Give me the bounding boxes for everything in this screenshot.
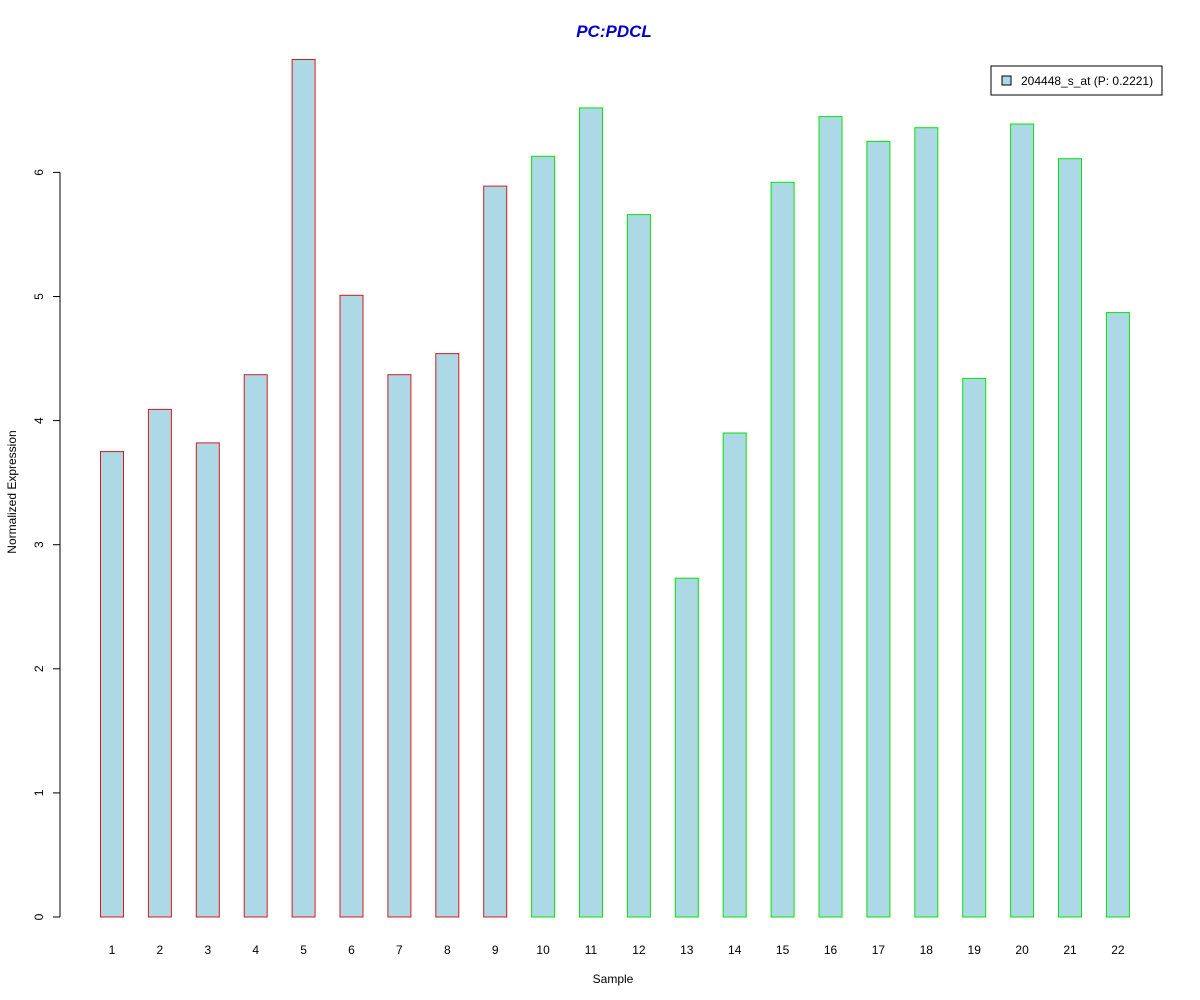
legend-swatch [1001,75,1012,86]
bar-sample-4 [243,374,268,918]
bar-sample-21 [1058,158,1082,918]
x-tick-label: 2 [157,943,164,957]
bar-sample-8 [435,353,460,918]
bar-sample-16 [818,116,843,918]
x-tick-label: 1 [109,943,116,957]
x-tick-label: 22 [1111,943,1125,957]
legend-label: 204448_s_at (P: 0.2221) [1021,74,1153,88]
bar-sample-15 [770,181,795,918]
y-tick-label: 4 [32,417,46,424]
bar-sample-18 [914,127,939,918]
x-tick-label: 5 [300,943,307,957]
x-tick-label: 17 [872,943,886,957]
legend: 204448_s_at (P: 0.2221) [990,65,1163,96]
y-tick-label: 3 [32,541,46,548]
y-axis-title: Normalized Expression [5,430,19,553]
bar-sample-11 [579,107,603,918]
bar-sample-22 [1105,312,1130,918]
bar-sample-14 [722,432,747,918]
x-tick-label: 11 [585,943,598,957]
bar-sample-7 [387,374,412,918]
bar-sample-6 [339,294,364,918]
y-tick-label: 6 [32,169,46,176]
x-axis-title: Sample [593,972,634,986]
bar-sample-19 [962,377,987,918]
x-tick-label: 18 [920,943,934,957]
x-tick-label: 6 [348,943,355,957]
x-tick-label: 21 [1063,943,1077,957]
bar-sample-1 [100,451,124,918]
x-tick-label: 13 [680,943,694,957]
bar-sample-3 [195,442,220,918]
x-tick-label: 10 [536,943,550,957]
bar-sample-2 [147,408,172,918]
x-tick-label: 7 [396,943,403,957]
x-tick-label: 19 [968,943,982,957]
x-tick-label: 15 [776,943,790,957]
x-tick-label: 12 [632,943,646,957]
bar-sample-10 [531,155,556,918]
bar-sample-20 [1010,123,1035,918]
x-tick-label: 8 [444,943,451,957]
bar-sample-12 [626,214,651,918]
x-tick-label: 20 [1015,943,1029,957]
x-tick-label: 14 [728,943,742,957]
y-axis: 0 1 2 3 4 5 6 [32,169,61,920]
bar-sample-13 [674,577,699,918]
chart-title: PC:PDCL [576,22,652,41]
bar-sample-5 [291,59,316,918]
bars [100,59,1130,918]
x-tick-label: 4 [252,943,259,957]
x-axis: 1 2 3 4 5 6 7 8 9 10 11 12 13 14 15 16 17 18 19 20 21 22 [109,943,1125,957]
x-tick-label: 16 [824,943,838,957]
bar-sample-9 [483,185,508,918]
y-tick-label: 5 [32,293,46,300]
y-tick-label: 1 [32,789,46,796]
legend-box [990,65,1163,96]
x-tick-label: 3 [204,943,211,957]
y-tick-label: 2 [32,665,46,672]
bar-sample-17 [866,140,891,918]
y-tick-label: 0 [32,913,46,920]
x-tick-label: 9 [492,943,499,957]
